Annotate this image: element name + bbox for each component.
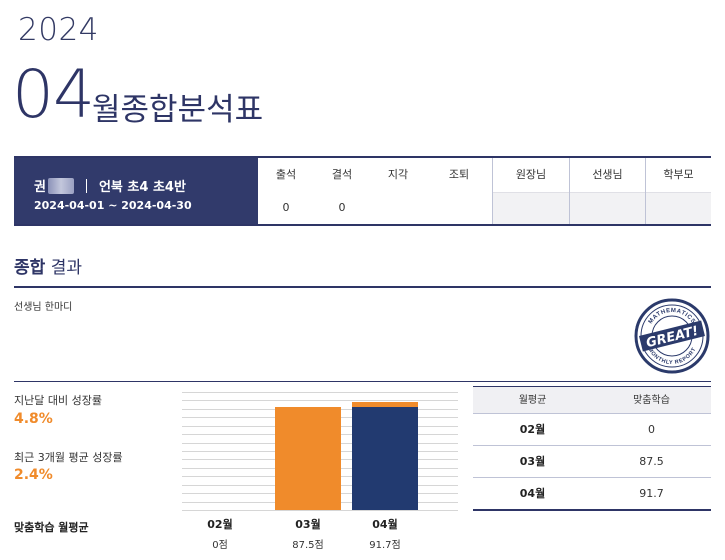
chart-tick-label: 04월: [372, 518, 398, 531]
signature-parent: 학부모: [645, 158, 711, 224]
table-row: 04월 91.7: [473, 477, 711, 509]
teacher-comment-label: 선생님 한마디: [14, 302, 73, 313]
chart-gridline: [182, 400, 458, 402]
signature-box[interactable]: [493, 192, 569, 224]
attendance-col-absent: 결석 0: [331, 168, 353, 214]
monthly-growth-value: 4.8%: [14, 411, 53, 427]
chart-data-label: 0점: [212, 540, 228, 551]
chart-x-label: 03월 87.5점: [278, 516, 338, 551]
monthly-average-chart: [182, 392, 458, 511]
chart-bar-current: [352, 406, 418, 510]
chart-gridline: [182, 510, 458, 511]
table-header: 월평균 맞춤학습: [473, 386, 711, 413]
signature-box[interactable]: [570, 192, 645, 224]
report-period: 2024-04-01 ~ 2024-04-30: [34, 199, 192, 212]
table-row: 03월 87.5: [473, 445, 711, 477]
chart-x-label: 02월 0점: [190, 516, 250, 551]
great-stamp-icon: MATHEMATICS MONTHLY REPORT GREAT!: [634, 298, 710, 374]
section-title: 종합 결과: [14, 258, 82, 278]
table-row: 02월 0: [473, 413, 711, 445]
report-month: 04: [12, 56, 95, 133]
three-month-growth-value: 2.4%: [14, 467, 53, 483]
student-info-box: 권 언북 초4 초4반 2024-04-01 ~ 2024-04-30: [14, 158, 258, 224]
attendance-table: 출석 0 결석 0 지각 조퇴 원장님 선생님 학부모: [258, 158, 711, 224]
student-row: 권 언북 초4 초4반: [34, 176, 186, 195]
comment-divider: [14, 381, 711, 382]
attendance-col-late: 지각: [387, 168, 409, 181]
attendance-col-early-leave: 조퇴: [448, 168, 470, 181]
chart-tick-label: 02월: [207, 518, 233, 531]
signature-director: 원장님: [492, 158, 569, 224]
report-year: 2024: [18, 12, 99, 48]
signature-box[interactable]: [646, 192, 711, 224]
monthly-growth-label: 지난달 대비 성장률: [14, 394, 102, 407]
attendance-col-present: 출석 0: [275, 168, 297, 214]
separator: [85, 178, 87, 193]
three-month-growth-label: 최근 3개월 평균 성장률: [14, 451, 123, 464]
student-name: 권: [34, 180, 46, 195]
signature-teacher: 선생님: [569, 158, 645, 224]
student-name-blurred: [47, 177, 74, 194]
report-title: 월종합분석표: [92, 92, 264, 128]
section-divider: [14, 286, 711, 288]
chart-bar: [275, 406, 341, 510]
chart-gridline: [182, 392, 458, 393]
student-class: 언북 초4 초4반: [98, 180, 186, 195]
chart-x-label: 04월 91.7점: [355, 516, 415, 551]
chart-data-label: 91.7점: [369, 540, 401, 551]
chart-data-label: 87.5점: [292, 540, 324, 551]
chart-title: 맞춤학습 월평균: [14, 521, 89, 534]
chart-tick-label: 03월: [295, 518, 321, 531]
student-info-panel: 권 언북 초4 초4반 2024-04-01 ~ 2024-04-30 출석 0…: [14, 156, 711, 226]
monthly-average-table: 월평균 맞춤학습 02월 0 03월 87.5 04월 91.7: [473, 386, 711, 511]
